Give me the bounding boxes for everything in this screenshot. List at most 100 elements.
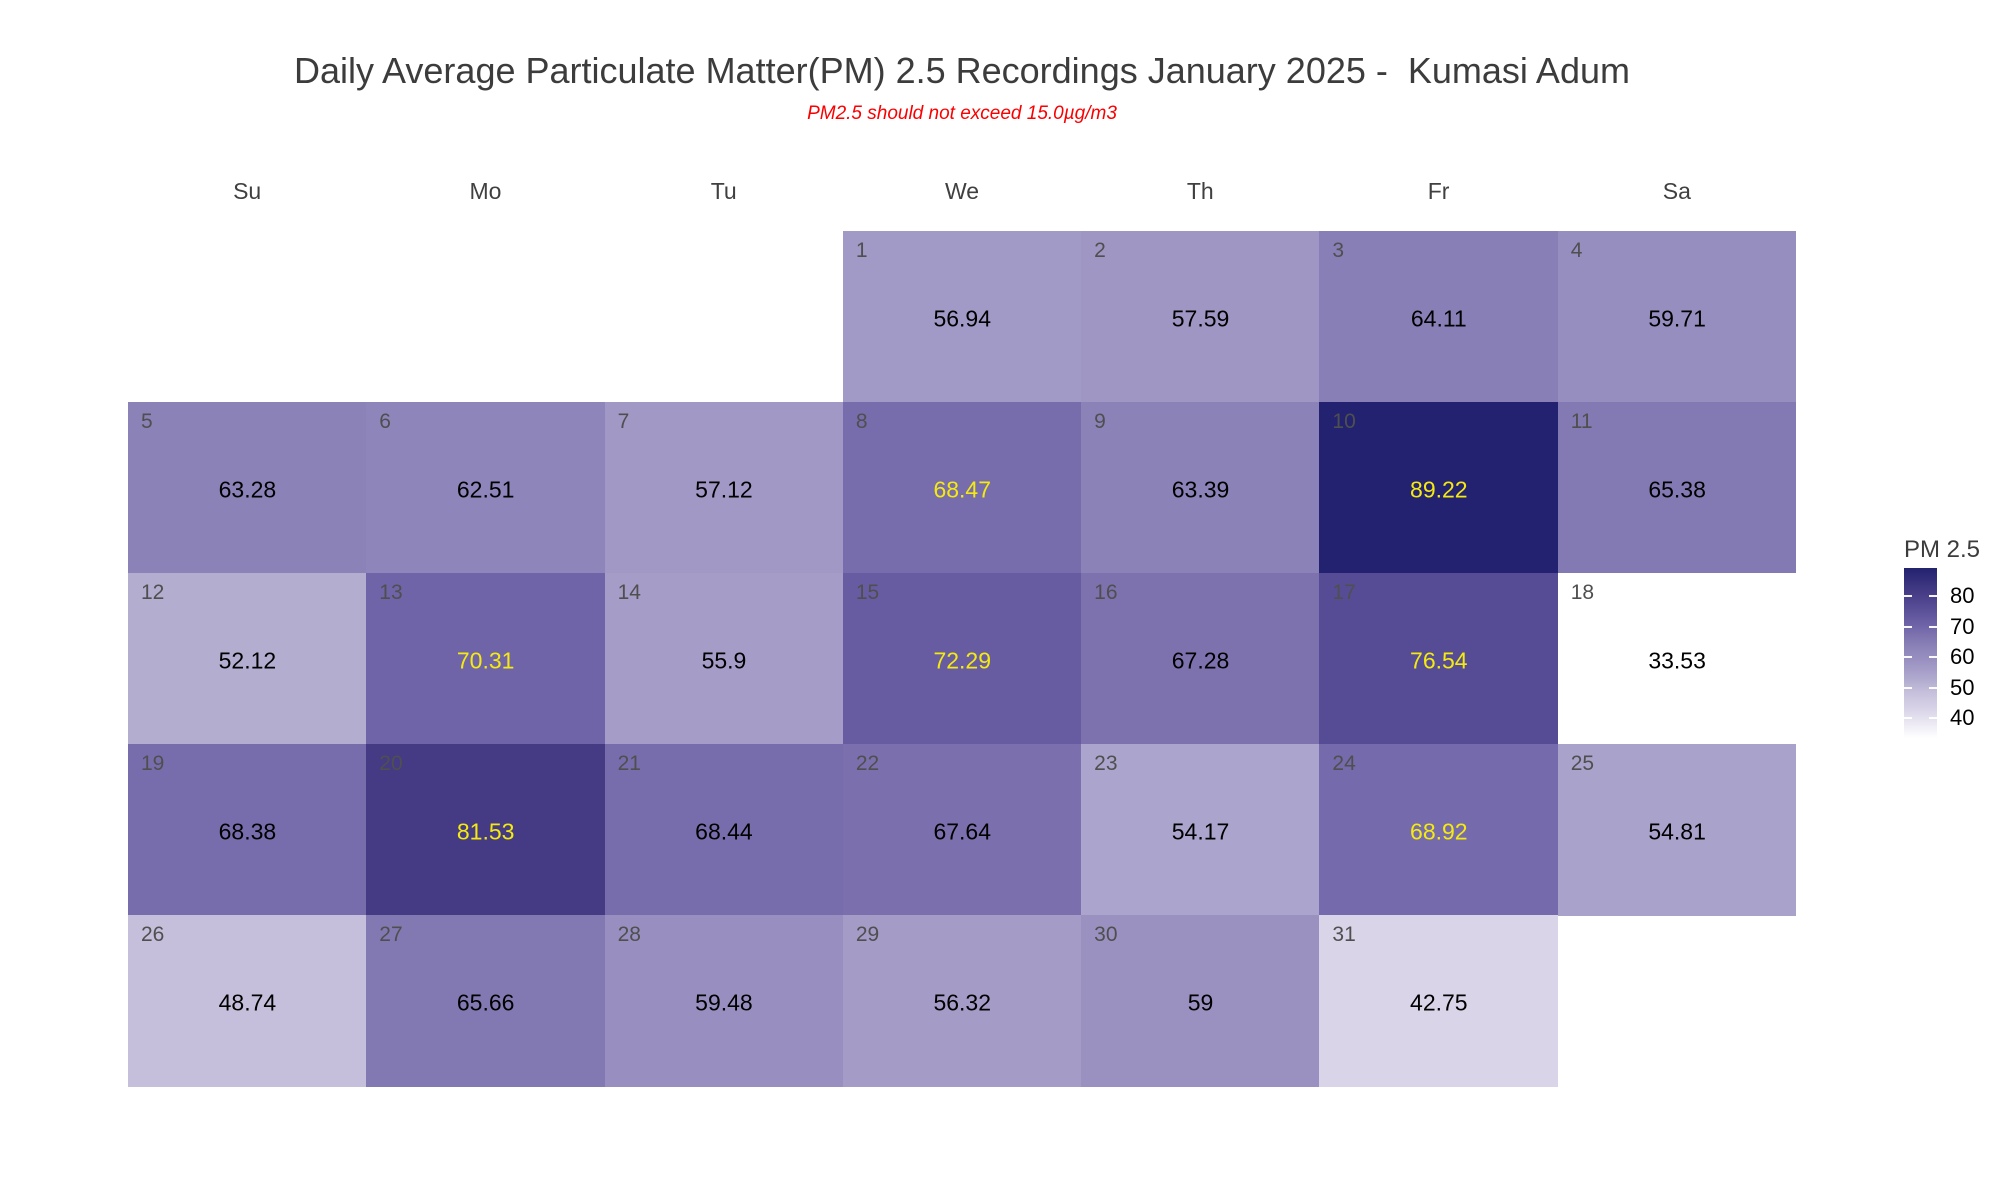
day-number: 12: [141, 581, 165, 604]
legend-tick-mark: [1904, 686, 1912, 689]
cell-value: 57.59: [1171, 305, 1230, 332]
day-number: 10: [1332, 410, 1356, 433]
day-number: 16: [1094, 581, 1118, 604]
cell-value: 68.38: [218, 818, 277, 845]
calendar-cell: 21 68.44: [604, 744, 844, 916]
day-number: 25: [1570, 752, 1595, 775]
legend-tick-mark: [1904, 595, 1912, 598]
calendar-cell: 18 33.53: [1557, 573, 1797, 745]
cell-value: 59.71: [1648, 305, 1706, 332]
legend-tick-mark: [1929, 656, 1937, 659]
weekday-header: Mo: [469, 178, 502, 204]
cell-value: 67.28: [1171, 647, 1230, 674]
legend-tick-label: 70: [1950, 613, 1975, 639]
calendar-cell: 31 42.75: [1319, 915, 1559, 1087]
weekday-header: We: [944, 178, 980, 204]
calendar-cell: 10 89.22: [1319, 402, 1559, 574]
weekday-header: Tu: [710, 178, 737, 204]
cell-value: 64.11: [1410, 305, 1467, 332]
calendar-cell: 22 67.64: [842, 744, 1082, 916]
legend-tick-mark: [1929, 595, 1937, 598]
cell-value: 62.51: [456, 476, 515, 503]
legend-tick-mark: [1929, 686, 1937, 689]
calendar-cell: 27 65.66: [366, 915, 606, 1087]
calendar-cell: 4 59.71: [1557, 231, 1797, 403]
cell-value: 67.64: [933, 818, 992, 845]
day-number: 18: [1570, 581, 1595, 604]
cell-value: 63.39: [1171, 476, 1230, 503]
day-number: 5: [141, 410, 153, 433]
calendar-cell: 26 48.74: [128, 915, 367, 1087]
cell-value: 72.29: [933, 647, 992, 674]
day-number: 6: [379, 410, 391, 433]
weekday-header-row: Su Mo Tu We Th Fr Sa: [0, 178, 2013, 208]
cell-value: 33.53: [1648, 647, 1706, 674]
day-number: 3: [1332, 239, 1345, 262]
legend-tick-label: 80: [1950, 583, 1975, 609]
day-number: 4: [1570, 239, 1583, 262]
cell-value: 42.75: [1410, 989, 1468, 1016]
legend-tick-mark: [1929, 717, 1937, 720]
weekday-header: Fr: [1427, 178, 1450, 204]
chart-subtitle: PM2.5 should not exceed 15.0µg/m3: [807, 103, 1117, 124]
cell-value: 89.22: [1410, 476, 1468, 503]
cell-value: 56.94: [933, 305, 992, 332]
cell-value: 81.53: [456, 818, 515, 845]
calendar-cell: 11 65.38: [1557, 402, 1797, 574]
cell-value: 48.74: [218, 989, 277, 1016]
day-number: 1: [855, 239, 868, 262]
calendar-cell: 28 59.48: [604, 915, 844, 1087]
cell-value: 55.9: [701, 647, 747, 674]
cell-value: 65.66: [456, 989, 515, 1016]
cell-value: 63.28: [218, 476, 277, 503]
cell-value: 65.38: [1648, 476, 1706, 503]
day-number: 15: [855, 581, 880, 604]
cell-value: 70.31: [456, 647, 515, 674]
cell-value: 52.12: [218, 647, 277, 674]
legend-title: PM 2.5: [1904, 536, 1981, 563]
day-number: 19: [141, 752, 165, 775]
legend-tick-label: 60: [1950, 644, 1975, 670]
day-number: 30: [1094, 923, 1118, 946]
day-number: 20: [379, 752, 403, 775]
calendar-cell: 14 55.9: [604, 573, 844, 745]
calendar-cell: 12 52.12: [128, 573, 367, 745]
day-number: 9: [1094, 410, 1106, 433]
calendar-cell: 9 63.39: [1081, 402, 1320, 574]
day-number: 26: [141, 923, 165, 946]
calendar-cell: 25 54.81: [1557, 744, 1797, 916]
calendar-grid: 1 56.94 2 57.59 3 64.11 4 59.71 5 63.28 6 62.51 7 57.…: [128, 231, 1797, 1087]
cell-value: 68.44: [695, 818, 753, 845]
calendar-cell: 15 72.29: [842, 573, 1082, 745]
day-number: 31: [1332, 923, 1356, 946]
cell-value: 68.47: [933, 476, 992, 503]
cell-value: 57.12: [695, 476, 753, 503]
cell-value: 68.92: [1410, 818, 1468, 845]
weekday-header: Th: [1186, 178, 1214, 204]
cell-value: 76.54: [1410, 647, 1468, 674]
calendar-cell: 2 57.59: [1081, 231, 1320, 403]
calendar-cell: 24 68.92: [1319, 744, 1559, 916]
day-number: 24: [1332, 752, 1356, 775]
day-number: 11: [1570, 410, 1593, 433]
weekday-header: Sa: [1662, 178, 1691, 204]
calendar-cell: 17 76.54: [1319, 573, 1559, 745]
legend-gradient-bar: [1904, 568, 1937, 738]
calendar-cell: 29 56.32: [842, 915, 1082, 1087]
day-number: 2: [1094, 239, 1106, 262]
day-number: 29: [855, 923, 880, 946]
cell-value: 59: [1187, 989, 1214, 1016]
legend-tick-mark: [1904, 625, 1912, 628]
legend-tick-mark: [1904, 717, 1912, 720]
calendar-cell: 20 81.53: [366, 744, 606, 916]
day-number: 21: [617, 752, 641, 775]
calendar-cell: 7 57.12: [604, 402, 844, 574]
day-number: 14: [617, 581, 641, 604]
legend-tick-mark: [1929, 625, 1937, 628]
legend-tick-mark: [1904, 656, 1912, 659]
cell-value: 54.81: [1648, 818, 1706, 845]
calendar-cell: 5 63.28: [128, 402, 367, 574]
cell-value: 56.32: [933, 989, 992, 1016]
calendar-cell: 19 68.38: [128, 744, 367, 916]
